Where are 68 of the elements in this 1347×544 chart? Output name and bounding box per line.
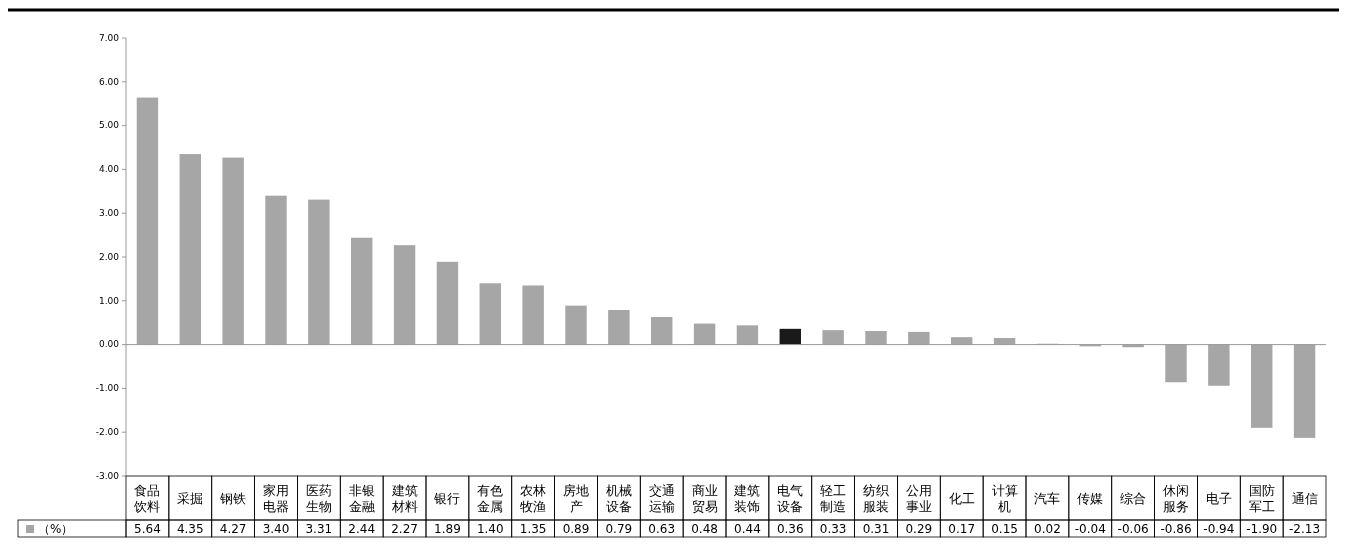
data-label: 0.36 (776, 521, 804, 536)
x-tick-label: 食品饮料 (133, 482, 161, 514)
x-tick-label: 轻工制造 (820, 482, 847, 514)
x-tick-label: 通信 (1291, 490, 1318, 506)
x-tick-label: 综合 (1120, 490, 1147, 506)
y-tick-label: 7.00 (98, 32, 120, 43)
data-label: -0.04 (1074, 521, 1106, 536)
legend-label: （%） (38, 521, 74, 536)
y-tick-label: -3.00 (95, 470, 120, 481)
y-tick-label: 0.00 (98, 339, 120, 350)
x-tick-label: 建筑装饰 (733, 482, 761, 514)
x-tick-label: 钢铁 (219, 490, 247, 506)
data-label: 4.27 (219, 521, 247, 536)
x-tick-label: 交通运输 (648, 482, 675, 514)
x-tick-label: 国防军工 (1248, 482, 1275, 514)
x-tick-label: 农林牧渔 (520, 482, 547, 514)
x-tick-label: 建筑材料 (390, 482, 418, 514)
data-label: 0.02 (1034, 521, 1061, 536)
y-tick-label: 2.00 (98, 251, 120, 262)
x-tick-label: 电子 (1205, 490, 1232, 506)
data-label: 0.29 (905, 521, 933, 536)
x-tick-label: 纺织服装 (863, 482, 889, 514)
data-label: 0.31 (862, 521, 890, 536)
x-tick-label: 汽车 (1034, 490, 1061, 506)
x-tick-label: 化工 (948, 490, 975, 506)
y-tick-label: -2.00 (95, 427, 120, 438)
data-label: -1.90 (1246, 521, 1278, 536)
y-tick-label: 4.00 (98, 164, 120, 175)
x-tick-label: 机械设备 (605, 482, 632, 514)
data-label: 2.27 (391, 521, 418, 536)
x-tick-label: 计算机 (991, 482, 1018, 514)
y-tick-label: 3.00 (98, 208, 120, 219)
data-label: 0.79 (605, 521, 633, 536)
data-label: 0.89 (562, 521, 590, 536)
x-tick-label: 房地产 (563, 482, 589, 514)
x-tick-label: 有色金属 (477, 482, 504, 514)
y-tick-label: 1.00 (98, 295, 120, 306)
x-tick-label: 公用事业 (905, 482, 932, 514)
x-tick-label: 电气设备 (777, 482, 804, 514)
data-label: 3.40 (262, 521, 290, 536)
x-tick-label: 商业贸易 (691, 482, 718, 514)
data-label: -0.06 (1117, 521, 1149, 536)
data-label: 4.35 (176, 521, 204, 536)
data-label: 3.31 (305, 521, 333, 536)
y-tick-label: 6.00 (98, 76, 120, 87)
data-label: 2.44 (348, 521, 376, 536)
x-tick-label: 休闲服务 (1163, 482, 1189, 514)
x-tick-label: 非银金融 (348, 482, 375, 514)
data-label: 5.64 (134, 521, 161, 536)
y-tick-label: 5.00 (98, 120, 120, 131)
data-label: 1.40 (476, 521, 504, 536)
data-label: 0.33 (819, 521, 847, 536)
y-tick-label: -1.00 (95, 383, 120, 394)
x-tick-label: 家用电器 (263, 482, 289, 514)
data-label: 0.44 (734, 521, 761, 536)
data-label: 0.17 (948, 521, 976, 536)
data-label: 1.89 (434, 521, 461, 536)
data-label: 1.35 (519, 521, 547, 536)
x-tick-label: 传媒 (1077, 490, 1104, 506)
x-tick-label: 采掘 (177, 490, 204, 506)
data-label: 0.63 (648, 521, 676, 536)
data-label: -2.13 (1289, 521, 1321, 536)
data-label: -0.94 (1203, 521, 1235, 536)
data-label: 0.15 (991, 521, 1018, 536)
data-label: 0.48 (691, 521, 718, 536)
data-label: -0.86 (1160, 521, 1192, 536)
x-tick-label: 医药生物 (305, 482, 332, 514)
x-tick-label: 银行 (433, 490, 461, 506)
